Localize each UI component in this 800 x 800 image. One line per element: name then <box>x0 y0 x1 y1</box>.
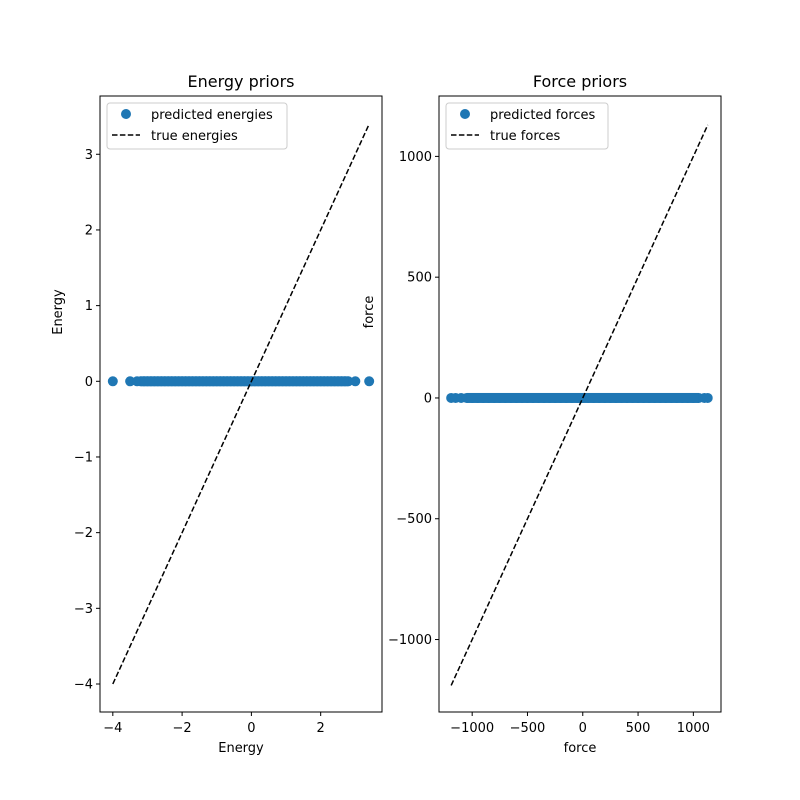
subplot-2: −1000 −500 0 500 1000 −1000 −500 0 500 1000 Force … <box>362 72 722 756</box>
y-tick-label: 3 <box>85 148 93 163</box>
legend-label: true forces <box>490 129 561 144</box>
x-tick-label: 0 <box>247 721 255 736</box>
axes-frame <box>99 95 383 713</box>
y-tick-label: 2 <box>85 223 93 238</box>
x-tick-label: −1000 <box>450 721 494 736</box>
legend-box <box>445 102 609 150</box>
data-point <box>702 392 713 403</box>
x-tick-label: 500 <box>626 721 651 736</box>
y-tick-label: 1000 <box>399 150 432 165</box>
x-tick-label: −2 <box>173 721 192 736</box>
x-tick-label: −500 <box>510 721 546 736</box>
y-tick-label: −4 <box>74 678 93 693</box>
y-tick-label: 0 <box>85 375 93 390</box>
y-axis-label: force <box>362 296 377 329</box>
legend-marker <box>121 109 131 119</box>
chart-title: Force priors <box>533 72 627 91</box>
plot-area <box>107 123 375 685</box>
y-tick-label: −2 <box>74 526 93 541</box>
x-tick-label: 1000 <box>677 721 710 736</box>
legend: predicted forces true forces <box>445 102 609 150</box>
y-tick-label: −3 <box>74 602 93 617</box>
y-tick-label: 0 <box>424 391 432 406</box>
data-point <box>364 376 375 387</box>
x-tick-label: 0 <box>579 721 587 736</box>
legend-label: predicted forces <box>490 108 596 123</box>
data-point <box>125 376 136 387</box>
y-axis-label: Energy <box>51 289 66 335</box>
legend-label: true energies <box>151 129 238 144</box>
data-point-band <box>140 376 349 387</box>
subplot-1: −4 −2 0 2 −4 −3 −2 −1 0 1 2 3 Energy priors Energy Ene… <box>51 72 383 756</box>
y-tick-label: −1000 <box>388 633 432 648</box>
data-point <box>350 376 361 387</box>
x-axis-label: Energy <box>218 741 264 756</box>
x-tick-label: 2 <box>317 721 325 736</box>
series-line <box>112 123 370 685</box>
axes-frame <box>438 95 722 713</box>
legend-label: predicted energies <box>151 108 273 123</box>
legend: predicted energies true energies <box>106 102 288 150</box>
y-tick-label: 1 <box>85 299 93 314</box>
chart-title: Energy priors <box>188 72 295 91</box>
plot-area <box>446 124 713 686</box>
legend-box <box>106 102 288 150</box>
y-tick-label: 500 <box>407 271 432 286</box>
x-axis-label: force <box>564 741 597 756</box>
x-tick-label: −4 <box>103 721 122 736</box>
legend-marker <box>460 109 470 119</box>
y-tick-label: −500 <box>396 512 432 527</box>
data-point <box>107 376 118 387</box>
y-tick-label: −1 <box>74 450 93 465</box>
series-line <box>450 124 709 686</box>
